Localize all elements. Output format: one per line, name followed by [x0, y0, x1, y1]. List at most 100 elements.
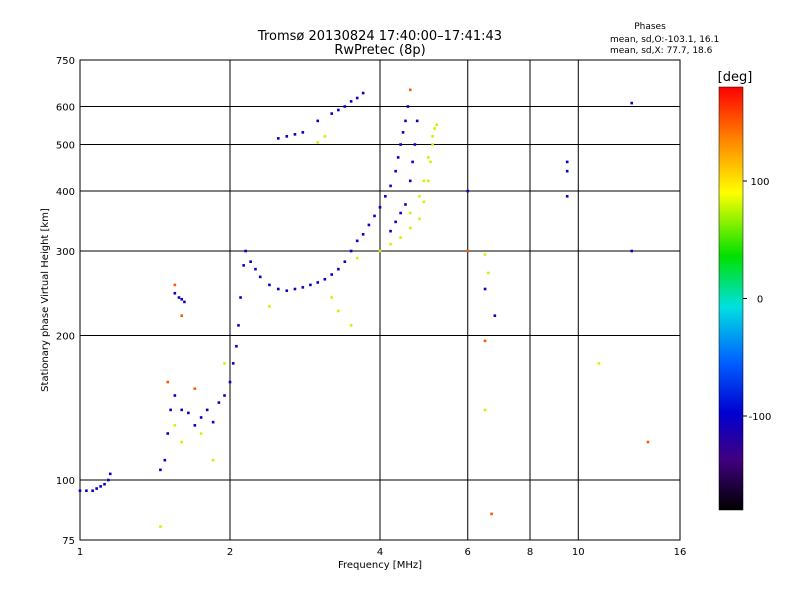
data-point	[285, 289, 289, 292]
data-point	[426, 156, 430, 159]
data-point	[180, 297, 184, 301]
data-point	[429, 160, 432, 164]
data-point	[373, 214, 376, 218]
data-point	[466, 249, 470, 253]
data-point	[337, 108, 340, 112]
data-point	[422, 200, 426, 204]
data-point	[91, 489, 94, 493]
x-tick-label: 10	[572, 547, 585, 558]
data-point	[103, 482, 106, 486]
data-point	[367, 223, 371, 227]
data-point	[235, 344, 238, 348]
data-point	[483, 253, 487, 256]
chart-title: Tromsø 20130824 17:40:00–17:41:43	[257, 29, 502, 44]
data-point	[159, 525, 162, 528]
data-point	[343, 260, 347, 264]
grid-lines	[80, 60, 680, 540]
data-point	[107, 478, 110, 482]
data-point	[384, 195, 387, 198]
y-tick-label: 500	[56, 141, 75, 152]
data-point	[205, 408, 209, 412]
data-point	[408, 88, 412, 92]
data-point	[228, 380, 232, 384]
data-point	[301, 286, 305, 289]
y-tick-label: 400	[56, 187, 75, 198]
data-point	[399, 211, 402, 215]
x-tick-label: 2	[227, 547, 233, 558]
data-point	[231, 362, 235, 365]
plot-area: 1 2 4 6 8 10 16 75 100 200 300 400 500 600 750	[56, 56, 686, 558]
data-point	[483, 339, 487, 343]
data-point	[108, 472, 112, 476]
data-point	[483, 287, 487, 291]
y-tick-label: 200	[56, 332, 75, 343]
data-point	[493, 314, 497, 317]
data-point	[254, 267, 257, 271]
data-point	[378, 249, 382, 253]
data-point	[415, 119, 419, 123]
data-point	[85, 489, 88, 493]
data-point	[431, 143, 434, 146]
data-point	[193, 424, 197, 427]
data-point	[276, 287, 280, 291]
colorbar-label: [deg]	[718, 70, 753, 85]
data-point	[597, 362, 601, 365]
data-point	[316, 141, 320, 144]
data-point	[237, 324, 240, 327]
data-point	[217, 401, 221, 404]
data-point	[323, 135, 327, 138]
data-point	[180, 408, 184, 412]
data-point	[413, 143, 417, 146]
data-point	[173, 283, 177, 287]
colorbar-tick-label: 100	[750, 177, 769, 188]
data-point	[394, 220, 397, 224]
data-point	[630, 249, 634, 253]
y-tick-label: 750	[56, 56, 75, 67]
data-point	[169, 408, 172, 412]
data-point	[183, 300, 186, 304]
data-point	[163, 458, 167, 462]
data-point	[78, 489, 82, 493]
data-point	[239, 296, 242, 299]
data-point	[435, 123, 439, 126]
data-point	[285, 135, 289, 138]
data-point	[193, 387, 197, 390]
data-point	[399, 143, 402, 146]
data-point	[433, 127, 436, 130]
data-point	[349, 324, 353, 327]
data-point	[355, 96, 359, 100]
data-point	[399, 236, 402, 239]
data-point	[177, 296, 181, 299]
colorbar-tick-label: -100	[749, 412, 772, 423]
data-point	[389, 229, 392, 233]
data-point	[244, 249, 247, 253]
data-point	[404, 119, 407, 123]
data-point	[316, 119, 320, 123]
data-point	[293, 133, 297, 136]
data-point	[426, 179, 430, 183]
data-point	[408, 211, 412, 215]
data-point	[565, 195, 569, 198]
data-point	[349, 249, 353, 253]
data-point	[199, 432, 203, 435]
data-point	[401, 131, 405, 134]
data-point	[173, 291, 177, 295]
data-point	[223, 362, 226, 365]
data-point	[258, 275, 262, 279]
phases-heading: Phases	[634, 22, 666, 32]
data-point	[95, 487, 98, 490]
data-point	[242, 264, 245, 267]
data-point	[565, 169, 569, 173]
data-point	[309, 283, 312, 287]
data-point	[355, 239, 359, 243]
y-tick-label: 100	[56, 476, 75, 487]
data-point	[223, 394, 226, 397]
data-point	[337, 309, 340, 313]
y-axis-label: Stationary phase Virtual Height [km]	[40, 208, 51, 392]
phases-o-line: mean, sd,O:-103.1, 16.1	[610, 35, 719, 45]
data-point	[159, 468, 162, 472]
data-point	[361, 233, 365, 236]
y-tick-label: 75	[62, 536, 75, 547]
data-point	[330, 273, 334, 276]
data-point	[211, 420, 215, 424]
